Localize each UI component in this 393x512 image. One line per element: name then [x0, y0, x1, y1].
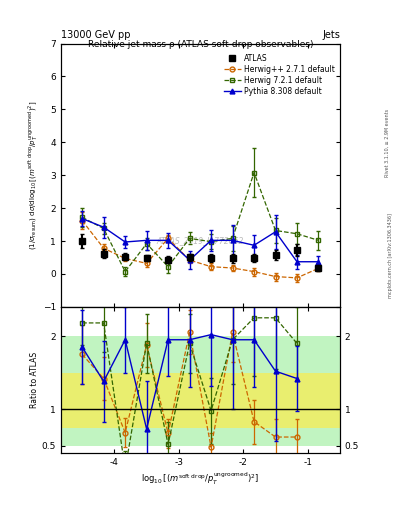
Legend: ATLAS, Herwig++ 2.7.1 default, Herwig 7.2.1 default, Pythia 8.308 default: ATLAS, Herwig++ 2.7.1 default, Herwig 7.…	[222, 53, 336, 97]
Text: ATLAS_2019_I1772062: ATLAS_2019_I1772062	[157, 237, 244, 246]
Y-axis label: Ratio to ATLAS: Ratio to ATLAS	[30, 352, 39, 408]
X-axis label: $\log_{10}[(m^{\mathrm{soft\ drop}}/p_T^{\mathrm{ungroomed}})^2]$: $\log_{10}[(m^{\mathrm{soft\ drop}}/p_T^…	[141, 471, 259, 487]
Title: Relative jet mass ρ (ATLAS soft-drop observables): Relative jet mass ρ (ATLAS soft-drop obs…	[88, 40, 313, 49]
Text: 13000 GeV pp: 13000 GeV pp	[61, 30, 130, 40]
Bar	[61, 373, 340, 428]
Y-axis label: $(1/\sigma_\mathrm{resum})\ \mathrm{d}\sigma/\mathrm{d}\log_{10}[(m^\mathrm{soft: $(1/\sigma_\mathrm{resum})\ \mathrm{d}\s…	[26, 100, 40, 250]
Text: Rivet 3.1.10, ≥ 2.9M events: Rivet 3.1.10, ≥ 2.9M events	[385, 109, 389, 178]
Text: Jets: Jets	[322, 30, 340, 40]
Text: mcplots.cern.ch [arXiv:1306.3436]: mcplots.cern.ch [arXiv:1306.3436]	[388, 214, 393, 298]
Bar	[61, 336, 340, 446]
